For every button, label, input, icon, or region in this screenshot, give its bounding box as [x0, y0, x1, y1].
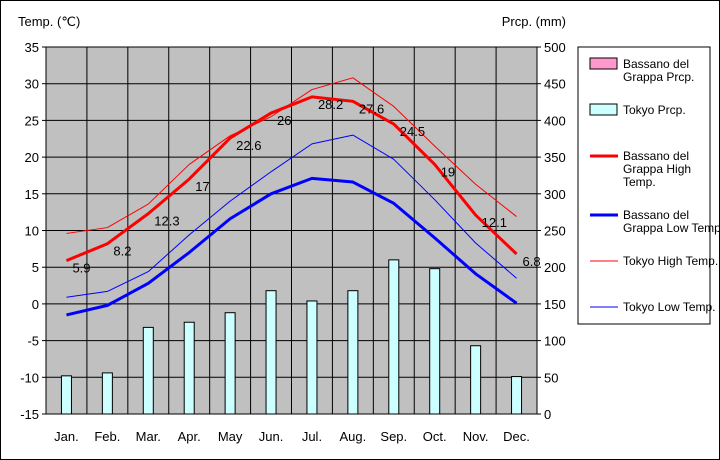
x-tick-label: Feb. — [94, 429, 120, 444]
data-label: 8.2 — [113, 244, 131, 259]
right-tick-label: 400 — [544, 113, 566, 128]
legend-label: Tokyo Low Temp. — [623, 300, 716, 314]
legend-label: Grappa Prcp. — [623, 70, 694, 84]
precipitation-bar — [142, 326, 154, 415]
precipitation-bar — [429, 268, 441, 415]
precipitation-bar — [511, 376, 523, 415]
data-label: 22.6 — [236, 138, 261, 153]
precipitation-bar — [470, 345, 482, 415]
x-tick-label: Dec. — [503, 429, 530, 444]
temperature-line — [66, 134, 517, 298]
legend-swatch — [589, 57, 618, 70]
temperature-lines — [65, 77, 518, 317]
precipitation-bar — [183, 321, 195, 415]
x-tick-label: Sep. — [380, 429, 407, 444]
legend-label: Bassano del — [623, 208, 689, 222]
right-tick-label: 300 — [544, 187, 566, 202]
left-tick-label: 20 — [25, 150, 39, 165]
left-tick-label: 30 — [25, 77, 39, 92]
right-tick-label: 50 — [544, 370, 558, 385]
data-label: 6.8 — [523, 254, 541, 269]
legend-label: Grappa Low Temp. — [623, 221, 720, 235]
legend-label: Bassano del — [623, 149, 689, 163]
precipitation-bars — [60, 259, 523, 415]
right-tick-label: 200 — [544, 260, 566, 275]
left-tick-label: 5 — [32, 260, 39, 275]
legend-label: Tokyo Prcp. — [623, 103, 686, 117]
legend-label: Bassano del — [623, 57, 689, 71]
data-label: 27.6 — [359, 101, 384, 116]
precipitation-bar — [60, 375, 72, 415]
x-tick-label: Mar. — [136, 429, 161, 444]
data-label: 17 — [195, 179, 209, 194]
left-tick-label: -5 — [27, 334, 39, 349]
right-tick-label: 250 — [544, 224, 566, 239]
temperature-line — [65, 95, 518, 262]
legend-label: Grappa High — [623, 162, 691, 176]
right-axis-title: Prcp. (mm) — [502, 14, 566, 29]
precipitation-bar — [306, 300, 318, 415]
x-tick-label: May — [218, 429, 243, 444]
right-tick-label: 150 — [544, 297, 566, 312]
temperature-line — [66, 176, 518, 317]
temperature-line — [66, 77, 517, 234]
left-tick-label: -15 — [20, 407, 39, 422]
axes: -15-10-505101520253035050100150200250300… — [20, 40, 566, 444]
precipitation-bar — [224, 312, 236, 415]
x-tick-label: Apr. — [178, 429, 201, 444]
x-tick-label: Jan. — [54, 429, 79, 444]
right-tick-label: 350 — [544, 150, 566, 165]
left-tick-label: 25 — [25, 113, 39, 128]
left-tick-label: 0 — [32, 297, 39, 312]
right-tick-label: 450 — [544, 77, 566, 92]
data-label: 12.1 — [482, 215, 507, 230]
data-label: 26 — [277, 113, 291, 128]
data-label: 28.2 — [318, 97, 343, 112]
right-tick-label: 500 — [544, 40, 566, 55]
precipitation-bar — [101, 372, 113, 415]
data-labels: 5.9 8.2 12.3 17 22.6 26 28.2 27.6 24.5 19 12.1 6.8 — [72, 97, 540, 276]
data-label: 19 — [441, 164, 455, 179]
x-tick-label: Aug. — [340, 429, 367, 444]
left-tick-label: 15 — [25, 187, 39, 202]
x-tick-label: Nov. — [463, 429, 489, 444]
legend-box — [577, 46, 711, 325]
left-axis-title: Temp. (℃) — [18, 14, 80, 29]
precipitation-bar — [347, 290, 359, 415]
data-label: 24.5 — [400, 124, 425, 139]
precipitation-bar — [388, 259, 400, 415]
precipitation-bar — [265, 290, 277, 415]
legend-swatch — [589, 103, 618, 116]
right-tick-label: 0 — [544, 407, 551, 422]
right-tick-label: 100 — [544, 334, 566, 349]
left-tick-label: 35 — [25, 40, 39, 55]
x-tick-label: Jul. — [302, 429, 322, 444]
x-tick-label: Oct. — [423, 429, 447, 444]
x-tick-label: Jun. — [259, 429, 284, 444]
gridlines — [46, 47, 537, 414]
data-label: 5.9 — [72, 261, 90, 276]
data-label: 12.3 — [154, 214, 179, 229]
left-tick-label: -10 — [20, 370, 39, 385]
legend-label: Temp. — [623, 175, 656, 189]
left-tick-label: 10 — [25, 224, 39, 239]
legend-label: Tokyo High Temp. — [623, 254, 718, 268]
